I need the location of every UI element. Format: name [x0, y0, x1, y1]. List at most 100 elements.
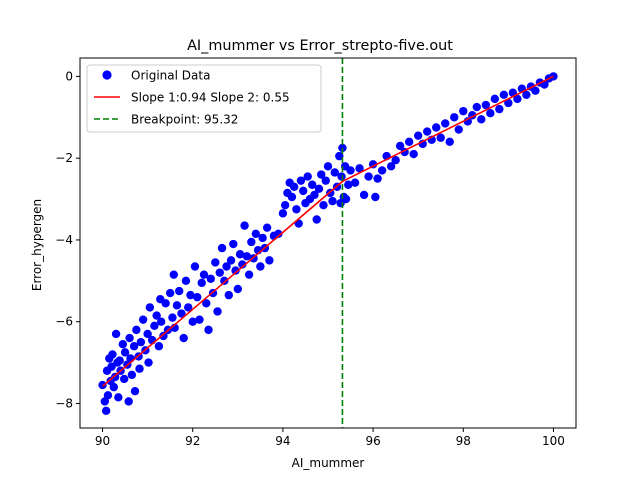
data-point: [224, 290, 233, 300]
data-point: [144, 358, 153, 367]
data-point: [319, 200, 328, 210]
data-point: [490, 94, 500, 104]
data-point: [355, 164, 364, 173]
data-point: [136, 337, 146, 347]
data-point: [274, 229, 283, 239]
data-point: [202, 299, 211, 308]
data-point: [454, 125, 463, 134]
data-point: [184, 303, 193, 312]
data-point: [477, 115, 486, 124]
plot-area: 90 92 94 96 98 100 0 −2 −4 −6 −8: [55, 57, 577, 448]
data-point: [341, 194, 351, 204]
data-point: [238, 260, 247, 269]
data-point: [303, 172, 312, 181]
data-point: [338, 143, 347, 153]
y-tick-label: −8: [55, 396, 73, 410]
data-point: [222, 262, 231, 271]
data-point: [177, 309, 186, 318]
data-point: [256, 262, 265, 271]
data-point: [156, 317, 166, 326]
axes-frame: [79, 57, 577, 429]
data-point: [289, 182, 299, 191]
data-point: [486, 108, 495, 118]
data-point: [432, 123, 441, 132]
data-point: [150, 321, 159, 330]
data-point: [373, 174, 382, 183]
data-point: [161, 299, 170, 308]
data-point: [154, 342, 164, 351]
legend-label: Slope 1:0.94 Slope 2: 0.55: [131, 91, 290, 105]
data-point: [522, 90, 531, 99]
data-point: [312, 215, 321, 224]
data-point: [346, 166, 355, 175]
data-point: [110, 372, 120, 382]
data-point: [314, 184, 324, 194]
y-tick-label: −2: [55, 151, 73, 165]
data-point: [350, 178, 360, 187]
data-point: [145, 303, 155, 312]
legend-label: Original Data: [131, 69, 210, 83]
data-point: [445, 137, 454, 147]
data-point: [371, 192, 380, 202]
data-point: [247, 237, 256, 247]
data-point: [495, 104, 504, 114]
data-point: [244, 270, 254, 279]
data-point: [220, 276, 229, 286]
data-point: [335, 151, 344, 161]
data-point: [197, 278, 206, 288]
data-point: [499, 90, 509, 99]
data-point: [186, 290, 195, 300]
x-tick-label: 94: [275, 434, 290, 448]
data-point: [118, 339, 128, 349]
data-point: [386, 162, 396, 171]
chart-title: AI_mummer vs Error_strepto-five.out: [187, 38, 453, 54]
data-point: [513, 94, 522, 104]
data-point: [109, 382, 119, 392]
data-point: [119, 374, 129, 384]
fit-line: [102, 75, 554, 387]
data-point: [262, 223, 272, 232]
data-point: [265, 256, 274, 265]
data-point: [308, 180, 317, 189]
data-point: [127, 370, 137, 380]
data-point: [251, 229, 261, 239]
y-tick-label: −4: [55, 233, 73, 247]
data-point: [395, 141, 405, 151]
data-point: [169, 270, 178, 279]
data-point: [179, 333, 188, 343]
data-point: [108, 350, 117, 359]
data-point: [258, 233, 267, 243]
data-point: [231, 266, 240, 275]
data-point: [472, 102, 481, 112]
x-tick-label: 98: [456, 434, 471, 448]
data-point: [206, 274, 215, 283]
x-axis-label: AI_mummer: [292, 456, 365, 470]
data-point: [450, 113, 459, 122]
legend-box: [86, 64, 322, 133]
data-point: [278, 209, 288, 218]
data-point: [130, 387, 140, 396]
data-point: [481, 100, 491, 110]
data-point: [204, 325, 213, 335]
data-point: [135, 364, 144, 373]
data-point: [124, 397, 133, 406]
data-point: [111, 329, 121, 339]
data-point: [233, 284, 243, 294]
x-tick-label: 92: [185, 434, 200, 448]
data-point: [441, 119, 450, 128]
data-point: [359, 190, 369, 200]
data-point: [188, 317, 197, 326]
data-point: [344, 180, 353, 189]
y-tick-label: 0: [65, 69, 73, 83]
data-point: [337, 172, 346, 181]
data-point: [125, 333, 134, 343]
data-point: [101, 406, 111, 416]
data-point: [404, 137, 414, 147]
data-point: [377, 166, 387, 175]
data-point: [175, 286, 184, 296]
data-point: [310, 190, 319, 200]
data-point: [213, 307, 222, 316]
data-point: [328, 196, 337, 206]
data-point: [114, 393, 123, 402]
